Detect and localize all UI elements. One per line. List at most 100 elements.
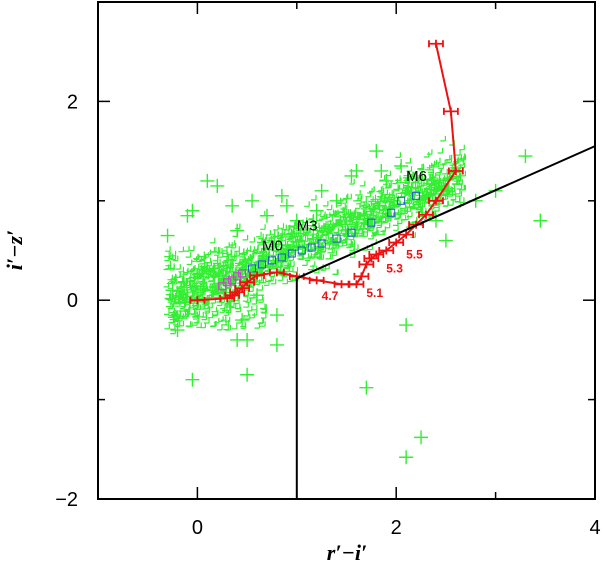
field-star-point (344, 168, 359, 183)
m-dwarf-marker (412, 191, 421, 200)
field-star-point (518, 149, 533, 164)
track-point (358, 260, 375, 269)
track-point (219, 294, 236, 303)
x-tick-label: 2 (391, 517, 402, 539)
cut-line (296, 145, 596, 280)
teff-label: 5.3 (386, 261, 403, 275)
field-star-point (230, 223, 245, 238)
track-point (428, 196, 444, 205)
selection-cut-lines (295, 145, 596, 499)
field-star-point (210, 178, 225, 193)
field-star-markers (160, 135, 548, 465)
field-star-point (269, 308, 284, 323)
m-dwarf-marker (307, 243, 316, 252)
field-star-point (379, 173, 394, 188)
field-star-point (245, 193, 260, 208)
m-dwarf-marker (248, 264, 257, 273)
y-tick-label: 0 (67, 290, 78, 312)
field-star-point (359, 380, 374, 395)
m-dwarf-marker (367, 218, 376, 227)
spectral-type-label: M3 (297, 218, 318, 235)
track-point (447, 166, 464, 175)
track-point (308, 276, 325, 285)
field-star-point (314, 183, 329, 198)
y-tick-label: −2 (55, 489, 78, 511)
field-star-point (160, 228, 175, 243)
track-point (353, 272, 370, 281)
field-star-point (165, 283, 180, 298)
m-dwarf-marker (332, 234, 341, 243)
teff-label: 4.7 (322, 289, 339, 303)
field-star-point (230, 332, 245, 347)
track-point (239, 278, 255, 287)
field-star-point (279, 198, 294, 213)
field-star-point (259, 208, 274, 223)
field-star-point (374, 163, 389, 178)
m-dwarf-marker (287, 249, 296, 258)
m-dwarf-marker (277, 253, 286, 262)
spectral-type-label: M0 (262, 238, 283, 255)
spectral-type-label: M6 (406, 168, 427, 185)
field-star-point (399, 450, 414, 465)
m-dwarf-marker (258, 260, 267, 269)
field-star-point (185, 372, 200, 387)
track-point (249, 271, 265, 280)
m-dwarf-marker (387, 208, 396, 217)
field-star-point (394, 159, 409, 174)
m-dwarf-marker (397, 196, 406, 205)
field-star-point (289, 213, 304, 228)
axis-ticks: 0 2 4 −2 0 2 (55, 1, 601, 539)
teff-label: 5.5 (406, 247, 423, 261)
field-star-point (250, 288, 265, 303)
m-dwarf-marker (317, 239, 326, 248)
y-axis-title: i′−z′ (2, 230, 27, 270)
x-axis-title: r′−i′ (327, 540, 367, 565)
teff-label: 5.1 (366, 286, 383, 300)
y-tick-label: 2 (67, 91, 78, 113)
field-star-point (185, 203, 200, 218)
x-tick-label: 0 (192, 517, 203, 539)
field-star-point (438, 233, 453, 248)
field-star-point (170, 323, 185, 338)
track-point (288, 272, 305, 281)
x-tick-label: 4 (589, 517, 600, 539)
field-star-cloud (163, 135, 466, 335)
plot-frame (97, 1, 596, 500)
field-star-point (274, 188, 289, 203)
early-star-marker (238, 269, 247, 278)
early-star-markers (218, 269, 247, 291)
field-star-point (235, 313, 250, 328)
track-point (229, 288, 246, 297)
track-point (348, 280, 365, 289)
track-point (224, 291, 241, 300)
track-point (189, 296, 206, 305)
field-star-point (414, 430, 429, 445)
track-point (333, 280, 350, 289)
m-dwarf-marker (267, 256, 276, 265)
m-dwarf-markers (248, 191, 421, 273)
track-point (363, 254, 380, 263)
field-star-point (533, 213, 548, 228)
track-point (368, 250, 385, 259)
track-point (442, 107, 459, 116)
track-point (234, 284, 251, 293)
field-star-point (240, 367, 255, 382)
dwarf-track (189, 39, 464, 305)
track-point (378, 246, 395, 255)
track-point (398, 230, 415, 239)
field-star-point (200, 173, 215, 188)
early-star-marker (223, 278, 232, 287)
track-point (388, 238, 405, 247)
m-dwarf-marker (297, 246, 306, 255)
field-star-point (205, 283, 220, 298)
m-dwarf-marker (347, 228, 356, 237)
field-star-point (399, 318, 414, 333)
track-point (418, 210, 434, 219)
track-point (428, 39, 444, 48)
field-star-point (309, 203, 324, 218)
field-star-point (369, 144, 384, 159)
annotations: M0 M3 M6 4.7 5.15.35.5 (262, 168, 427, 303)
field-star-point (269, 337, 284, 352)
